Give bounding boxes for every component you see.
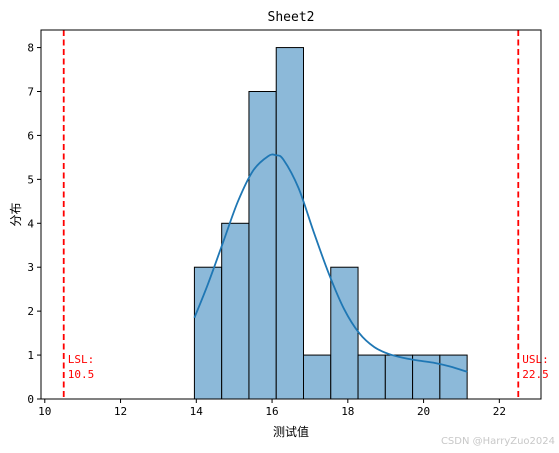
x-tick-label: 18 [341,405,354,418]
y-tick-label: 1 [27,349,34,362]
histogram-bar-2 [221,222,250,400]
y-tick-label: 6 [27,129,34,142]
lsl-label-line2: 10.5 [68,368,95,381]
histogram-bar-3 [248,91,277,400]
histogram-bar-4 [275,47,304,400]
histogram-bar-10 [439,354,468,400]
y-tick-label: 2 [27,305,34,318]
x-tick-label: 22 [493,405,506,418]
lsl-label-line1: LSL: [68,353,95,366]
watermark: CSDN @HarryZuo2024 [440,436,555,447]
x-tick-label: 14 [190,405,204,418]
y-axis-label: 分布 [9,202,23,226]
x-tick-label: 20 [417,405,430,418]
histogram-bar-8 [384,354,414,400]
chart-title: Sheet2 [268,10,315,25]
y-tick-label: 3 [27,261,34,274]
x-tick-label: 10 [38,405,51,418]
y-tick-label: 7 [27,86,34,99]
y-tick-label: 5 [27,173,34,186]
kde-line [193,153,468,373]
usl-label-line1: USL: [522,353,549,366]
histogram-bar-5 [303,354,332,400]
histogram-bar-7 [357,354,386,400]
x-tick-label: 12 [114,405,127,418]
usl-label-line2: 22.5 [522,368,549,381]
x-axis-label: 测试值 [273,424,309,439]
y-tick-label: 0 [27,393,34,406]
histogram-bar-1 [193,266,223,400]
x-tick-label: 16 [265,405,278,418]
y-tick-label: 4 [27,217,34,230]
y-tick-label: 8 [27,42,34,55]
plot-frame [40,29,542,400]
